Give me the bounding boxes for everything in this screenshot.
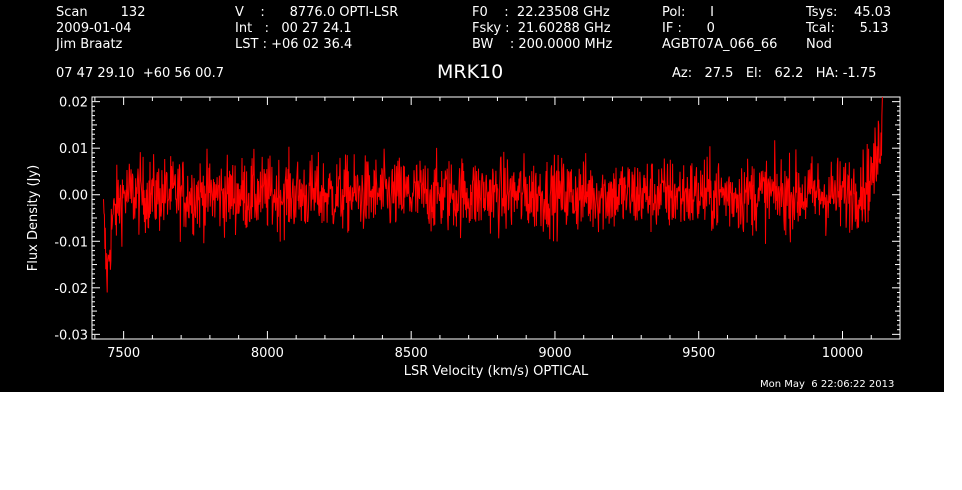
source-name: MRK10 <box>437 61 504 83</box>
y-tick-label: -0.01 <box>54 235 88 250</box>
tcal: Tcal: 5.13 <box>806 21 889 36</box>
procedure-name: Nod <box>806 37 832 52</box>
y-tick-label: -0.02 <box>54 282 88 297</box>
plot-window: Scan 132 2009-01-04 Jim Braatz V : 8776.… <box>0 0 944 392</box>
spectrum-trace <box>103 96 883 293</box>
y-tick-label: -0.03 <box>54 328 88 343</box>
y-axis-label: Flux Density (Jy) <box>26 165 41 271</box>
rest-frequency: F0 : 22.23508 GHz <box>472 5 610 20</box>
source-coordinates: 07 47 29.10 +60 56 00.7 <box>56 66 225 81</box>
polarization: Pol: I <box>662 5 714 20</box>
x-tick-label: 7500 <box>107 346 140 361</box>
x-tick-label: 10000 <box>822 346 863 361</box>
if-number: IF : 0 <box>662 21 715 36</box>
y-tick-label: 0.01 <box>59 142 88 157</box>
bandwidth: BW : 200.0000 MHz <box>472 37 613 52</box>
plot-timestamp: Mon May 6 22:06:22 2013 <box>760 379 895 390</box>
plot-frame <box>91 96 901 340</box>
x-tick-label: 8000 <box>251 346 284 361</box>
x-tick-label: 9000 <box>538 346 571 361</box>
project-id: AGBT07A_066_66 <box>662 37 778 52</box>
x-tick-label: 8500 <box>395 346 428 361</box>
tsys: Tsys: 45.03 <box>806 5 892 20</box>
spectrum-chart: 7500 8000 8500 9000 9500 10000 0.02 0.01 0.00 -0.… <box>26 96 901 379</box>
y-tick-label: 0.00 <box>59 189 88 204</box>
lst-field: LST : +06 02 36.4 <box>235 37 353 52</box>
scan-number: Scan 132 <box>56 5 146 20</box>
x-tick-label: 9500 <box>682 346 715 361</box>
y-tick-label: 0.02 <box>59 96 88 111</box>
integration-time: Int : 00 27 24.1 <box>235 21 352 36</box>
x-axis-label: LSR Velocity (km/s) OPTICAL <box>404 364 589 379</box>
az-el-ha: Az: 27.5 El: 62.2 HA: -1.75 <box>672 66 877 81</box>
sky-frequency: Fsky : 21.60288 GHz <box>472 21 611 36</box>
velocity-field: V : 8776.0 OPTI-LSR <box>235 5 399 20</box>
observer-name: Jim Braatz <box>56 37 123 52</box>
observation-date: 2009-01-04 <box>56 21 132 36</box>
